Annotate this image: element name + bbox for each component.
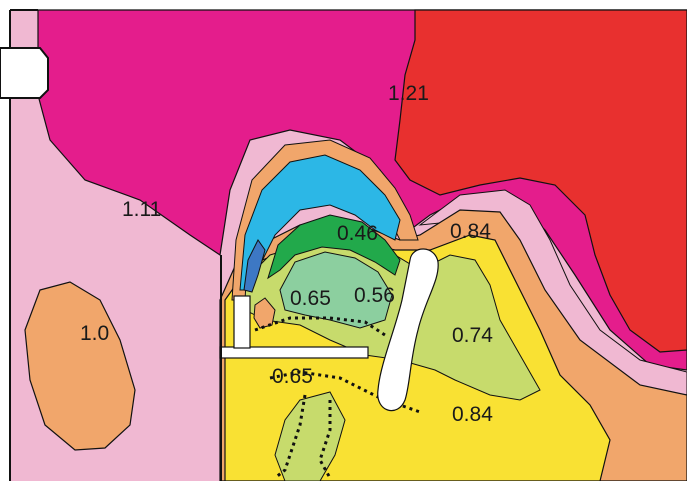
- contour-label: 0.84: [450, 220, 491, 243]
- contour-label: 0.84: [452, 403, 493, 426]
- region-light-green-bottom: [274, 391, 346, 481]
- white-plate: [219, 346, 369, 359]
- dotted-line-1: [254, 316, 386, 337]
- dotted-line-4: [318, 400, 332, 479]
- region-green: [267, 214, 401, 280]
- region-red: [394, 9, 687, 353]
- region-blue: [243, 239, 266, 293]
- contour-label: 0.46: [337, 222, 378, 245]
- contour-label: 0.65: [290, 287, 331, 310]
- contour-label: 1.0: [80, 322, 109, 345]
- white-cylinder: [377, 248, 439, 412]
- inlet-notch: [0, 47, 49, 99]
- region-orange-left: [24, 281, 136, 451]
- region-cyan: [239, 154, 401, 291]
- region-orange-pocket: [253, 297, 276, 329]
- contour-label: 1.21: [388, 82, 429, 105]
- dotted-line-2: [269, 370, 421, 414]
- contour-label: 1.11: [122, 198, 161, 221]
- contour-label: 0.65: [272, 365, 313, 388]
- white-post: [233, 295, 251, 349]
- region-teal: [279, 251, 393, 329]
- contour-label: 0.56: [354, 284, 395, 307]
- contour-label: 0.74: [452, 324, 493, 347]
